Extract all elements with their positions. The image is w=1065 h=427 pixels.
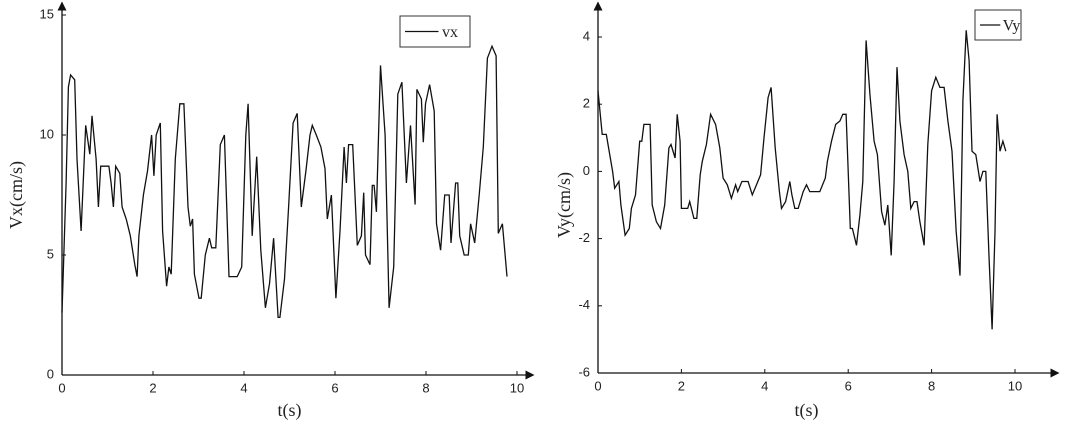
x-tick-label: 10 <box>1008 378 1022 393</box>
x-tick-label: 0 <box>58 380 65 395</box>
y-tick-label: 4 <box>583 28 590 43</box>
y-tick-label: 15 <box>40 6 54 21</box>
y-tick-label: 10 <box>40 126 54 141</box>
data-line <box>597 30 1007 330</box>
x-tick-label: 6 <box>845 378 852 393</box>
legend-label: vx <box>442 24 458 41</box>
x-tick-label: 8 <box>422 380 429 395</box>
y-axis-label: Vx(cm/s) <box>6 161 27 229</box>
x-tick-label: 6 <box>331 380 338 395</box>
x-axis-label: t(s) <box>795 400 819 421</box>
y-tick-label: 2 <box>583 96 590 111</box>
x-tick-label: 2 <box>149 380 156 395</box>
y-axis-label: Vy(cm/s) <box>554 172 575 238</box>
legend-label: Vy <box>1003 18 1021 35</box>
x-axis-label: t(s) <box>278 400 302 421</box>
y-tick-label: -6 <box>578 364 590 379</box>
x-tick-label: 4 <box>761 378 768 393</box>
y-tick-label: 0 <box>47 366 54 381</box>
x-tick-label: 4 <box>240 380 247 395</box>
x-tick-label: 2 <box>678 378 685 393</box>
y-tick-label: 5 <box>47 246 54 261</box>
y-tick-label: 0 <box>583 163 590 178</box>
x-tick-label: 10 <box>510 380 524 395</box>
y-tick-label: -2 <box>578 230 590 245</box>
data-line <box>61 44 508 319</box>
y-tick-label: -4 <box>578 297 590 312</box>
x-tick-label: 8 <box>928 378 935 393</box>
x-tick-label: 0 <box>594 378 601 393</box>
